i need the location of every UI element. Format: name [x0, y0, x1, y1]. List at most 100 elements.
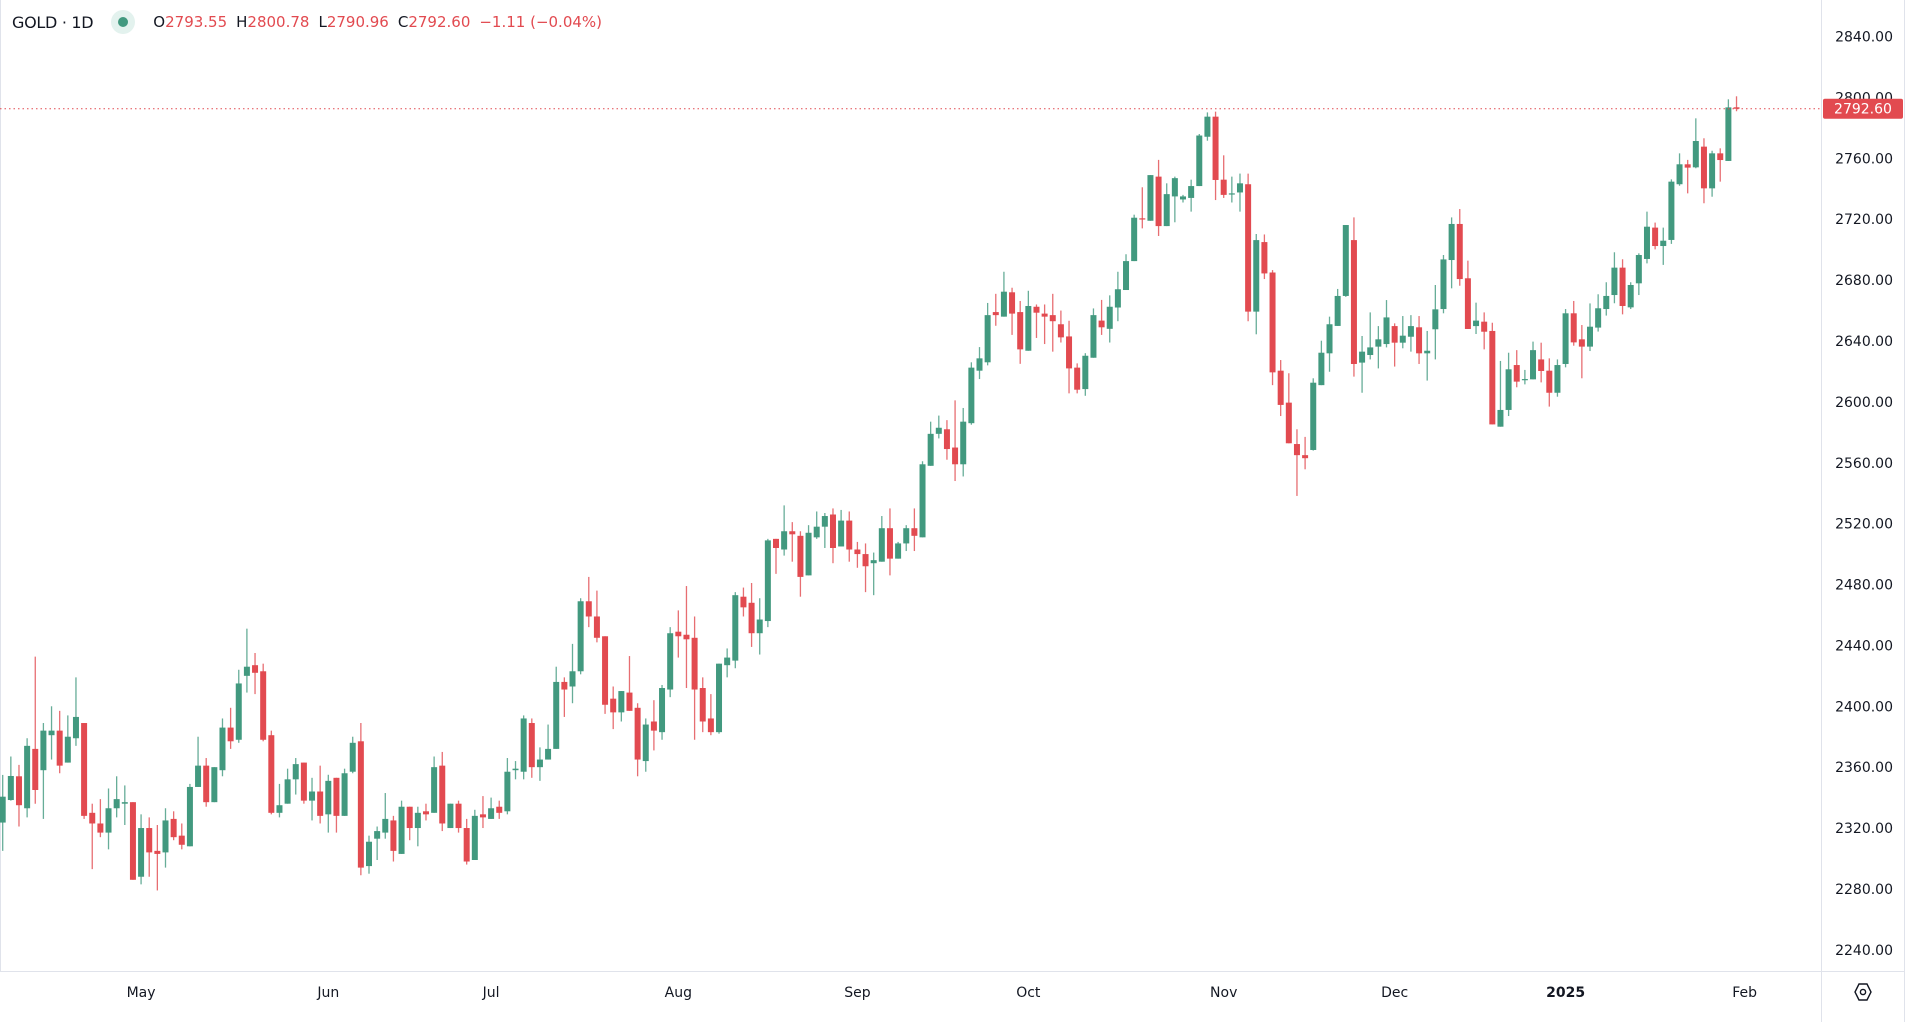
candle: [349, 736, 356, 774]
candle-body: [235, 683, 242, 740]
candle: [284, 768, 291, 804]
open-value: 2793.55: [165, 13, 228, 31]
candle-body: [520, 718, 527, 772]
candle-body: [471, 815, 478, 861]
market-status-indicator[interactable]: [111, 10, 136, 34]
candle: [496, 800, 503, 819]
candle: [1513, 350, 1520, 388]
candle: [382, 793, 389, 839]
candle: [1717, 148, 1724, 182]
last-price-badge: 2792.60: [1823, 98, 1903, 119]
symbol-title[interactable]: GOLD · 1D: [12, 12, 94, 32]
candle-body: [341, 773, 348, 816]
candle-body: [919, 464, 926, 538]
candle-body: [1277, 370, 1284, 405]
candle: [1456, 209, 1463, 286]
chart-settings-button[interactable]: [1851, 980, 1875, 1004]
candle-body: [357, 741, 364, 868]
candle: [545, 724, 552, 760]
candle-body: [48, 730, 55, 736]
candle: [610, 686, 617, 730]
candle: [24, 738, 31, 818]
candle: [1595, 294, 1602, 332]
price-tick-label: 2600.00: [1835, 395, 1893, 411]
candle: [821, 512, 828, 548]
candle-body: [740, 596, 747, 608]
price-tick-label: 2320.00: [1835, 821, 1893, 837]
candle-body: [1204, 116, 1211, 137]
candle: [1171, 176, 1178, 223]
candle-body: [545, 748, 552, 760]
candle-body: [1399, 335, 1406, 343]
candle-body: [325, 780, 332, 815]
candle-body: [105, 808, 112, 833]
price-axis[interactable]: 2840.002800.002760.002720.002680.002640.…: [1835, 30, 1893, 959]
candle-body: [113, 799, 120, 809]
candle: [1000, 271, 1007, 317]
candle: [903, 525, 910, 552]
time-tick-label: Jun: [316, 985, 339, 1001]
candle-body: [813, 526, 820, 538]
time-axis[interactable]: May Jun Jul Aug Sep Oct Nov Dec 2025 Feb: [127, 985, 1758, 1001]
candle: [1017, 300, 1024, 364]
candle-body: [146, 828, 153, 853]
candle: [1285, 373, 1292, 444]
open-label: O: [153, 13, 166, 31]
candle: [357, 723, 364, 876]
candle: [1188, 179, 1195, 212]
candle: [479, 796, 486, 829]
candle-body: [1049, 315, 1056, 322]
candle: [618, 691, 625, 722]
candle: [593, 590, 600, 643]
candle-body: [97, 823, 104, 833]
time-tick-label: Nov: [1210, 985, 1237, 1001]
candle-body: [1424, 350, 1431, 354]
candle: [626, 656, 633, 711]
candle: [81, 723, 88, 819]
candle-body: [976, 358, 983, 371]
candle-body: [829, 514, 836, 548]
candle: [0, 774, 6, 851]
candle: [748, 582, 755, 647]
candle: [813, 511, 820, 539]
candle-body: [618, 691, 625, 713]
candle-body: [1481, 321, 1488, 332]
candle-body: [1245, 184, 1252, 312]
candle: [992, 293, 999, 326]
candle-body: [219, 727, 226, 771]
candle-body: [1375, 339, 1382, 347]
candle: [89, 803, 96, 870]
candle: [1578, 325, 1585, 379]
candle-body: [268, 735, 275, 813]
candle-body: [439, 765, 446, 824]
candle: [341, 768, 348, 816]
candle: [536, 747, 543, 781]
candle: [154, 824, 161, 891]
candle: [512, 761, 519, 780]
candle-body: [1269, 272, 1276, 373]
candle: [1131, 214, 1138, 262]
candle: [642, 718, 649, 772]
candle-body: [585, 601, 592, 617]
candle-body: [81, 723, 88, 816]
time-tick-label: 2025: [1546, 985, 1585, 1001]
candle: [146, 817, 153, 877]
candle-body: [1106, 306, 1113, 329]
price-tick-label: 2240.00: [1835, 943, 1893, 959]
candle: [1733, 96, 1740, 112]
candle-body: [699, 688, 706, 722]
candle-body: [1505, 369, 1512, 410]
candle-body: [789, 531, 796, 535]
candle: [943, 420, 950, 460]
candle-body: [748, 602, 755, 634]
candle: [1334, 288, 1341, 326]
candle: [895, 541, 902, 559]
candle-body: [398, 806, 405, 854]
candle: [1057, 310, 1064, 343]
candle-body: [1692, 141, 1699, 168]
candle-body: [960, 421, 967, 465]
candle-body: [1546, 370, 1553, 393]
candle: [390, 815, 397, 862]
candle-body: [1660, 240, 1667, 247]
